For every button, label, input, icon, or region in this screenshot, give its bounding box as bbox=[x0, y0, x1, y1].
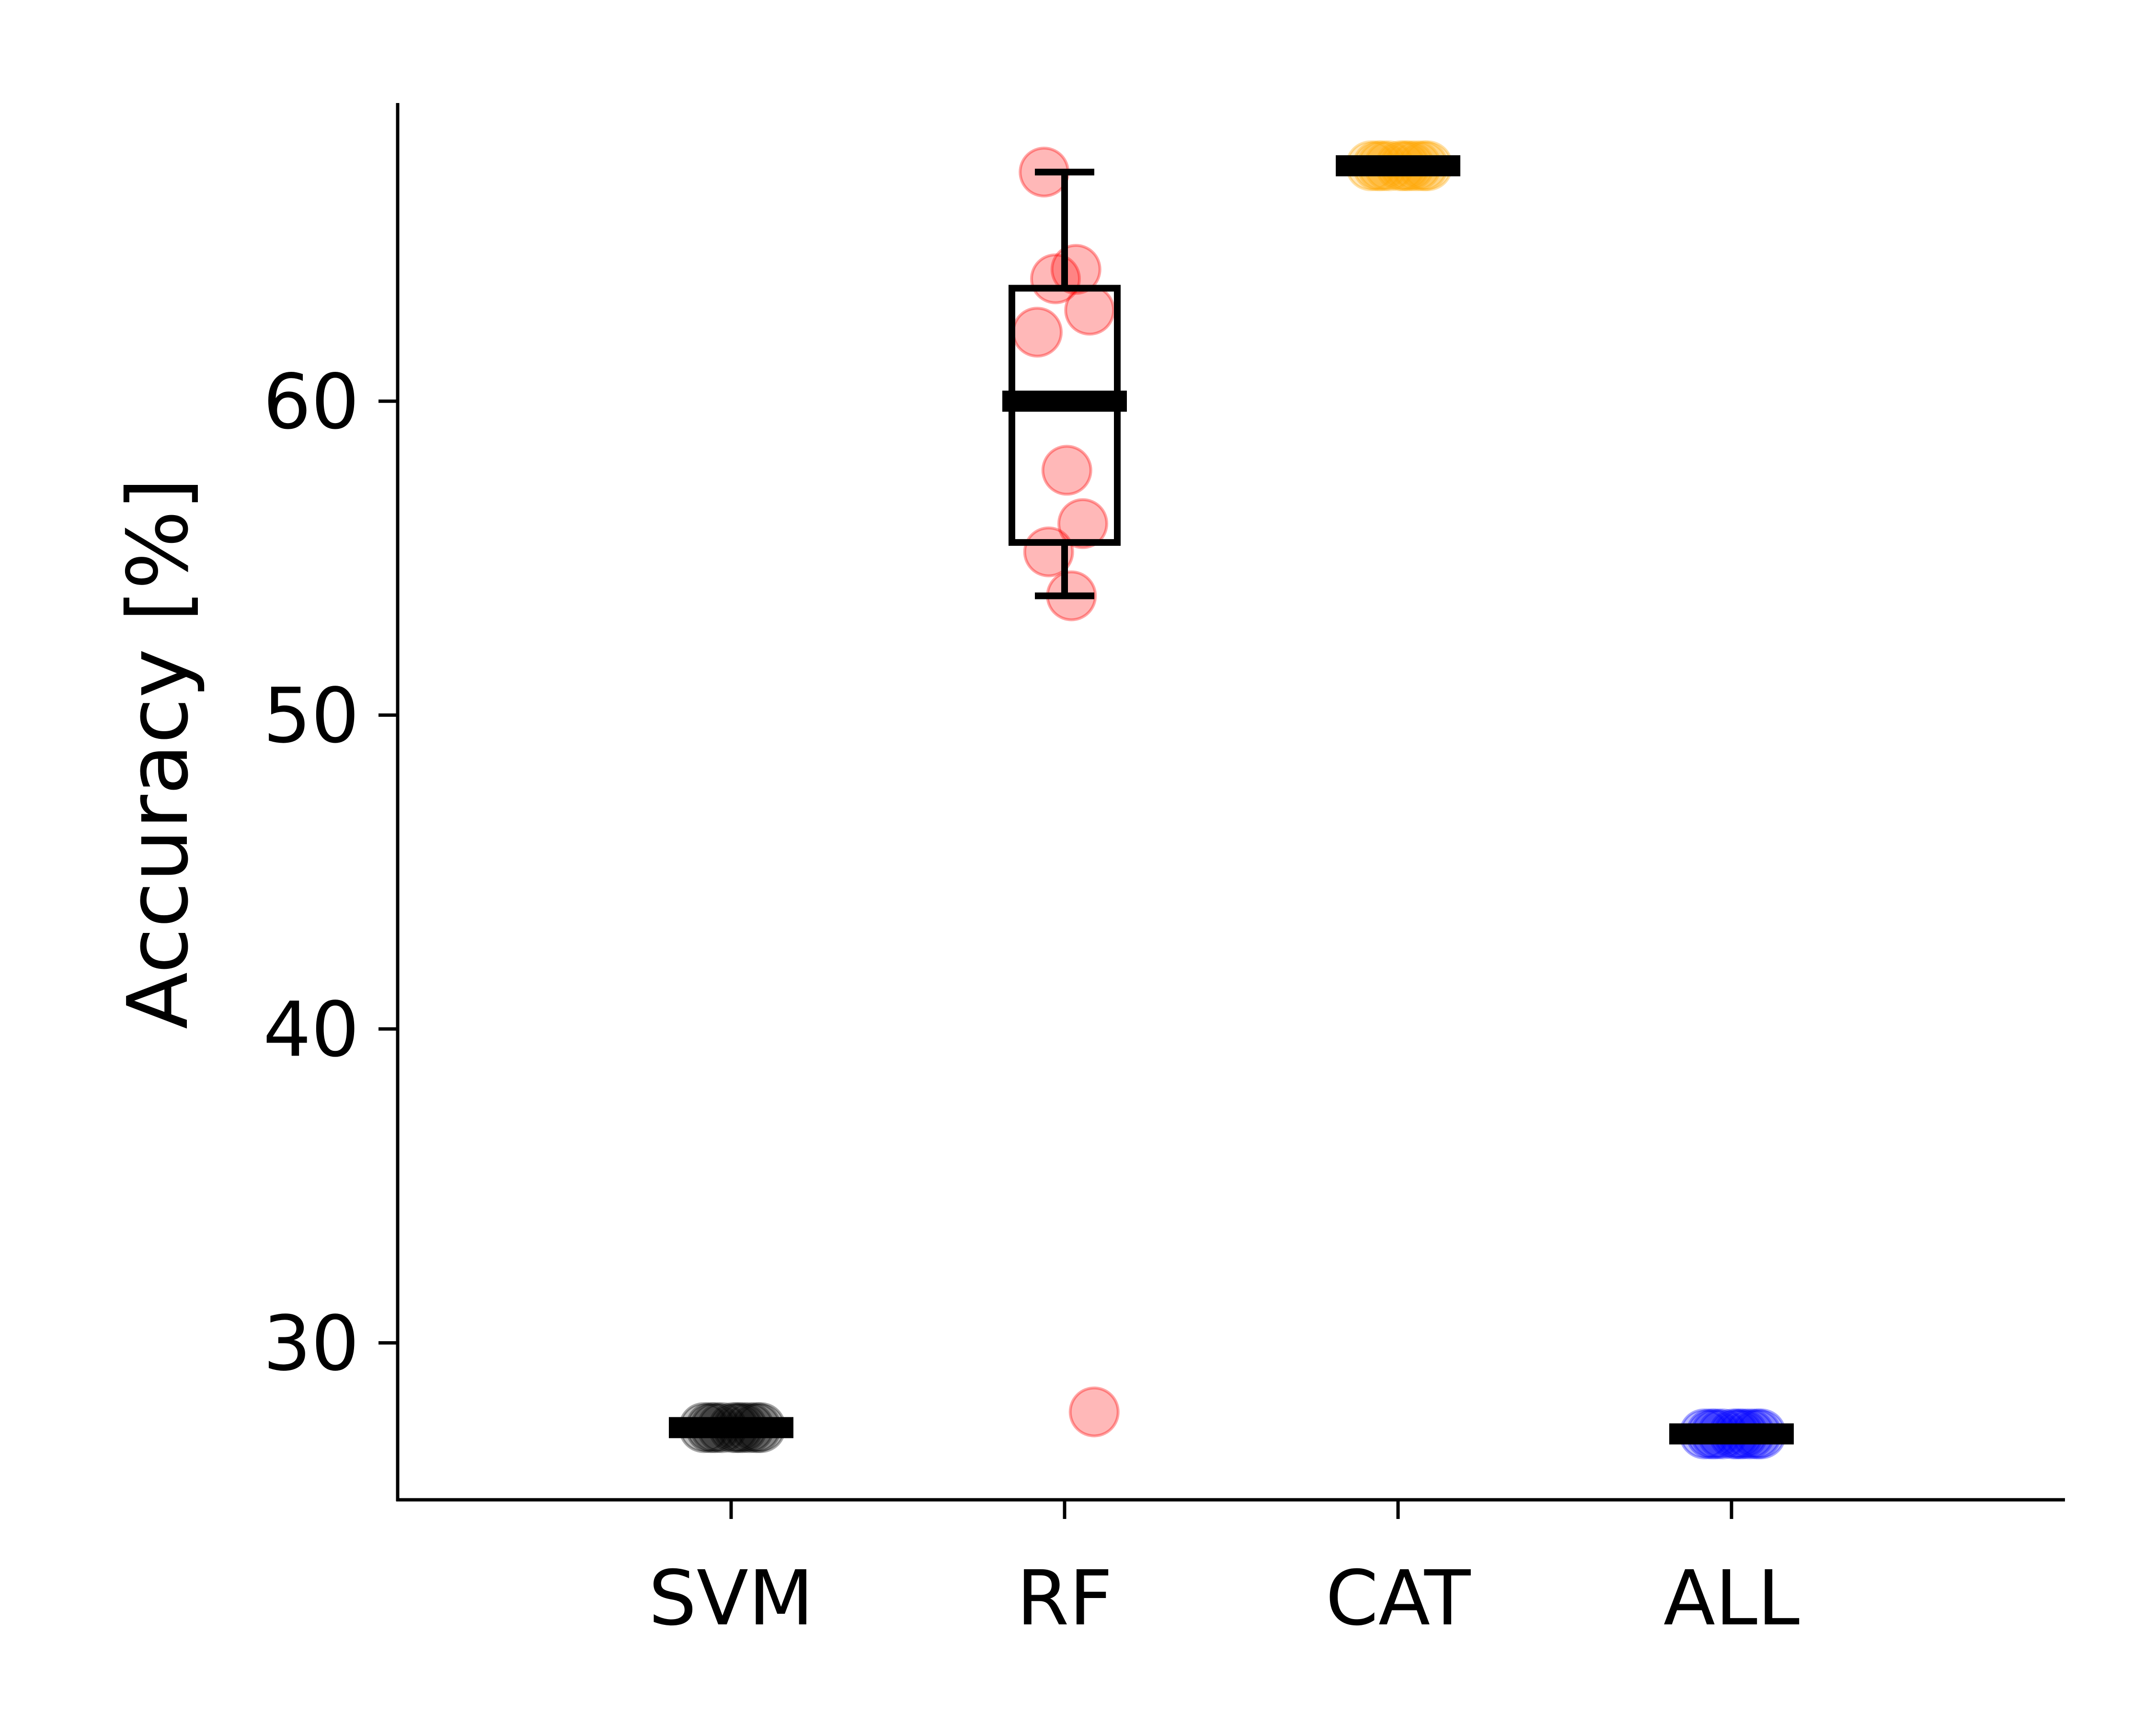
y-axis-ticks: 30 40 50 60 bbox=[263, 358, 398, 1388]
data-point bbox=[1064, 285, 1115, 336]
group-all bbox=[1669, 1408, 1794, 1460]
x-tick-label: ALL bbox=[1663, 1554, 1800, 1643]
y-tick-label: 50 bbox=[263, 672, 359, 760]
y-tick-label: 30 bbox=[263, 1300, 359, 1388]
box bbox=[1009, 285, 1121, 546]
plot-marks bbox=[669, 140, 1794, 1460]
x-tick-label: CAT bbox=[1326, 1554, 1471, 1643]
x-axis-ticks: SVM RF CAT ALL bbox=[649, 1500, 1800, 1643]
group-rf bbox=[1002, 147, 1127, 1438]
group-svm bbox=[669, 1402, 793, 1453]
data-point bbox=[1041, 445, 1092, 496]
x-tick-label: SVM bbox=[649, 1554, 814, 1643]
data-point bbox=[1012, 307, 1063, 358]
y-axis-label: Accuracy [%] bbox=[110, 478, 207, 1029]
x-tick-label: RF bbox=[1017, 1554, 1113, 1643]
group-cat bbox=[1336, 140, 1460, 192]
y-tick-label: 40 bbox=[263, 986, 359, 1074]
axes bbox=[396, 103, 2065, 1502]
data-point bbox=[1057, 498, 1108, 549]
y-tick-label: 60 bbox=[263, 358, 359, 446]
data-point bbox=[1068, 1386, 1120, 1438]
